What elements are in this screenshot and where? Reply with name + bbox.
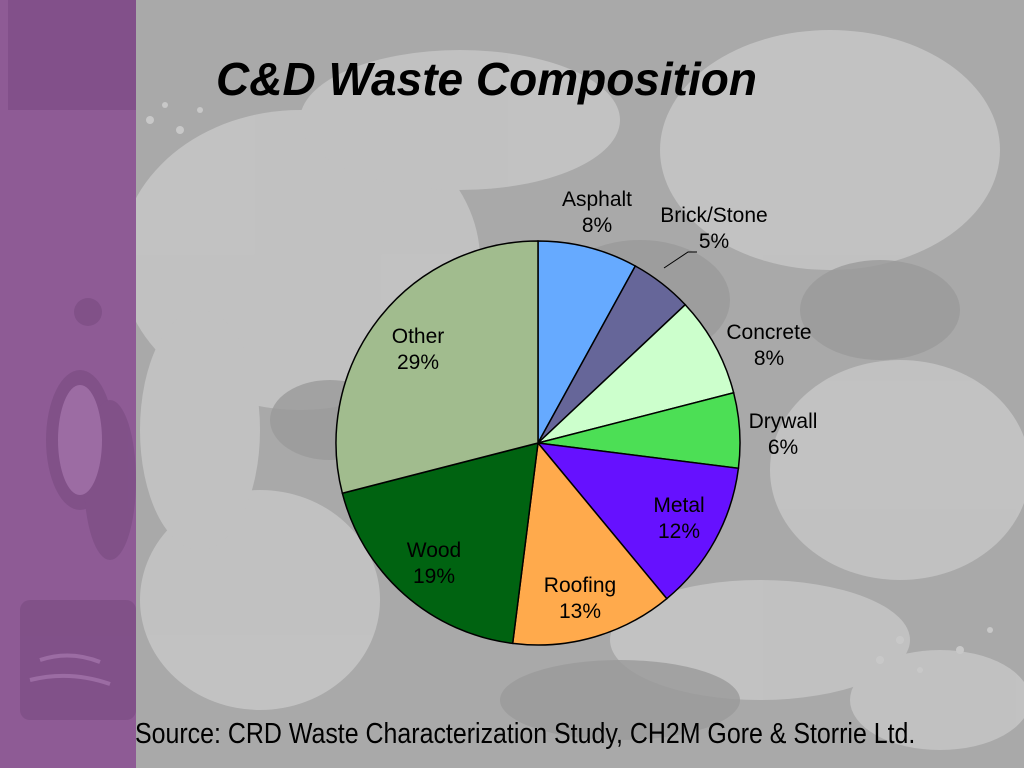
data-label-percent: 13% bbox=[558, 600, 602, 623]
pie-slice-asphalt bbox=[537, 240, 637, 444]
data-label-concrete: Concrete 8% bbox=[726, 320, 811, 372]
data-label-percent: 6% bbox=[767, 436, 799, 459]
data-label-metal: Metal 12% bbox=[653, 493, 704, 545]
data-label-category: Concrete bbox=[726, 321, 812, 344]
data-label-percent: 29% bbox=[396, 351, 440, 374]
pie-slice-wood bbox=[341, 441, 539, 645]
data-label-brick-stone: Brick/Stone 5% bbox=[660, 203, 767, 255]
source-citation: Source: CRD Waste Characterization Study… bbox=[135, 718, 916, 750]
slide-title: C&D Waste Composition bbox=[216, 53, 757, 105]
data-label-category: Drywall bbox=[748, 410, 818, 433]
data-label-category: Brick/Stone bbox=[660, 204, 768, 227]
data-label-percent: 5% bbox=[698, 230, 730, 253]
brick-stone-leader-line bbox=[663, 251, 697, 269]
sidebar-band-accent bbox=[8, 0, 136, 110]
sidebar-decoration bbox=[20, 298, 136, 720]
data-label-category: Metal bbox=[653, 494, 705, 517]
data-label-asphalt: Asphalt 8% bbox=[562, 187, 632, 239]
data-label-drywall: Drywall 6% bbox=[749, 409, 818, 461]
data-label-roofing: Roofing 13% bbox=[544, 573, 616, 625]
data-label-wood: Wood 19% bbox=[407, 538, 461, 590]
data-label-percent: 8% bbox=[581, 214, 613, 237]
pie-slice-other bbox=[335, 240, 539, 495]
data-label-category: Asphalt bbox=[561, 188, 633, 211]
pie-slice-metal bbox=[536, 442, 740, 600]
data-label-other: Other 29% bbox=[392, 324, 445, 376]
data-label-category: Wood bbox=[406, 539, 462, 562]
pie-slice-roofing bbox=[511, 441, 668, 646]
data-label-category: Roofing bbox=[543, 574, 617, 597]
pie-slice-concrete bbox=[537, 303, 735, 444]
data-label-category: Other bbox=[391, 325, 445, 348]
data-label-percent: 12% bbox=[657, 520, 701, 543]
data-label-percent: 8% bbox=[753, 347, 785, 370]
data-label-percent: 19% bbox=[412, 565, 456, 588]
